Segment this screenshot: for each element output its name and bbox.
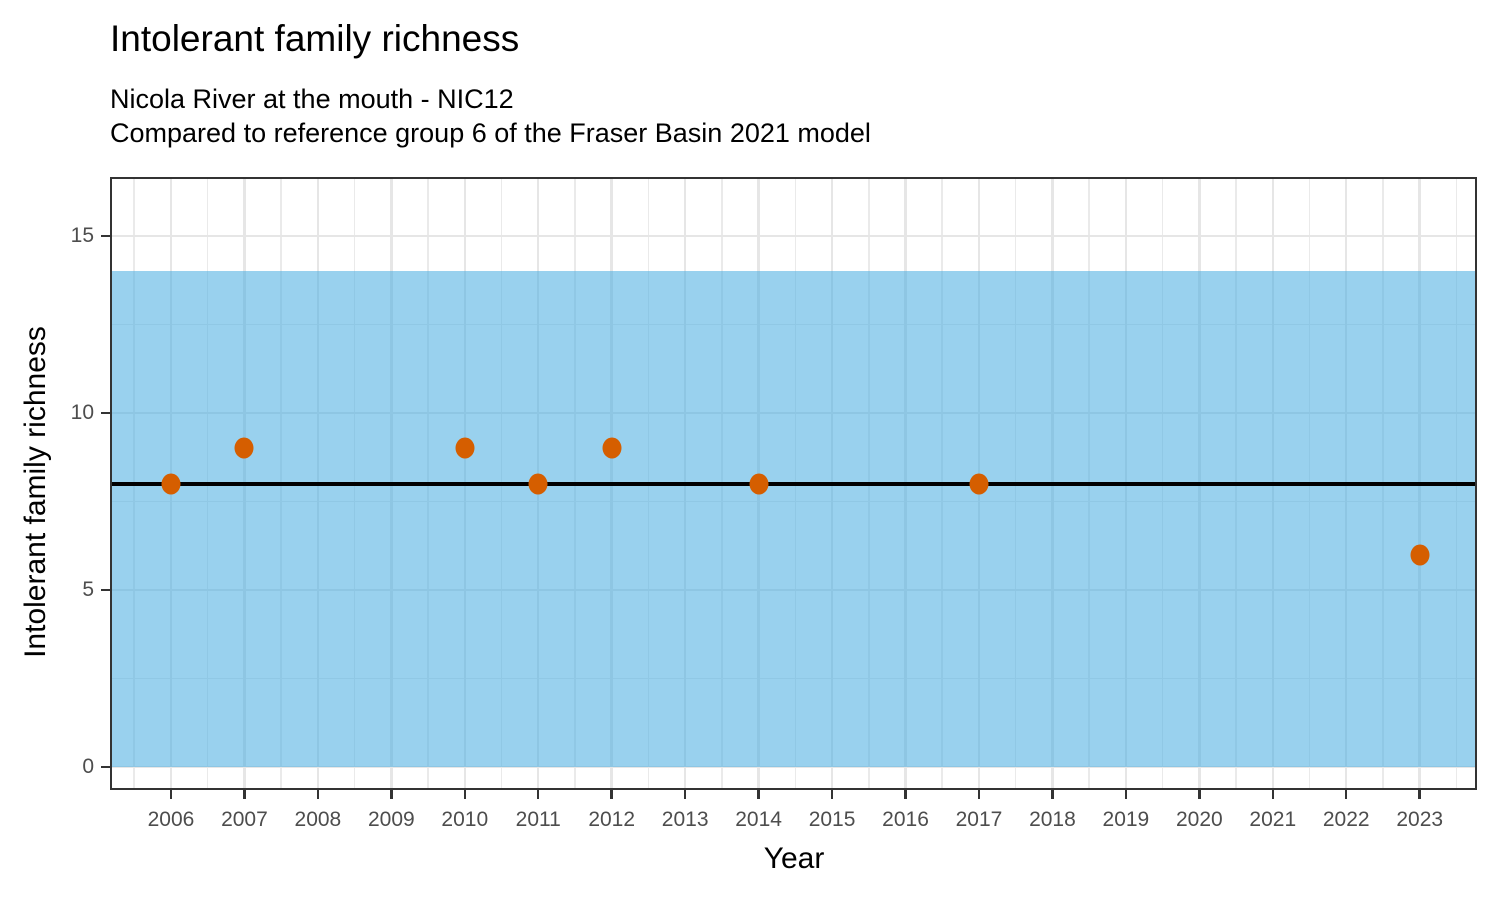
x-tick-label: 2013 xyxy=(661,808,709,831)
x-tick-mark xyxy=(316,790,320,799)
x-tick-label: 2021 xyxy=(1249,808,1297,831)
x-tick-mark xyxy=(1051,790,1054,799)
data-point-2012 xyxy=(602,437,622,459)
y-tick-label: 5 xyxy=(82,578,94,602)
x-tick-mark xyxy=(1344,790,1348,799)
y-tick-mark xyxy=(101,765,110,769)
x-axis-title: Year xyxy=(763,842,825,875)
x-tick-label: 2016 xyxy=(882,808,929,831)
chart-subtitle-line1: Nicola River at the mouth - NIC12 xyxy=(110,84,514,114)
x-tick-label: 2007 xyxy=(221,808,268,831)
x-tick-label: 2023 xyxy=(1396,808,1444,831)
chart-title: Intolerant family richness xyxy=(110,18,520,59)
x-tick-mark xyxy=(904,790,907,799)
plot-panel xyxy=(110,177,1477,790)
gridline-major-horizontal xyxy=(110,765,1477,769)
x-tick-mark xyxy=(1271,790,1275,799)
x-tick-mark xyxy=(1418,790,1421,799)
x-tick-mark xyxy=(536,790,540,799)
x-tick-label: 2022 xyxy=(1322,808,1370,831)
y-tick-label: 15 xyxy=(70,224,94,248)
y-tick-mark xyxy=(101,411,110,415)
data-point-2007 xyxy=(234,437,254,459)
x-tick-mark xyxy=(683,790,687,799)
data-point-2017 xyxy=(969,473,989,495)
reference-line xyxy=(110,482,1477,486)
x-tick-mark xyxy=(610,790,613,799)
data-point-2010 xyxy=(455,437,475,459)
x-tick-mark xyxy=(390,790,393,799)
gridline-major-horizontal xyxy=(110,234,1477,238)
data-point-2014 xyxy=(749,473,769,495)
x-tick-label: 2018 xyxy=(1029,808,1076,831)
x-tick-label: 2020 xyxy=(1175,808,1223,831)
y-tick-mark xyxy=(101,234,110,238)
x-tick-label: 2019 xyxy=(1102,808,1150,831)
x-tick-label: 2008 xyxy=(294,808,342,831)
y-tick-label: 0 xyxy=(82,754,94,778)
x-tick-mark xyxy=(463,790,467,799)
x-tick-mark xyxy=(830,790,834,799)
data-point-2011 xyxy=(528,473,548,495)
data-point-2006 xyxy=(161,473,181,495)
y-tick-mark xyxy=(101,588,110,592)
x-tick-label: 2011 xyxy=(515,808,561,831)
x-tick-label: 2010 xyxy=(441,808,489,831)
reference-band xyxy=(110,271,1477,767)
x-tick-mark xyxy=(1124,790,1128,799)
x-tick-mark xyxy=(169,790,173,799)
y-axis-title: Intolerant family richness xyxy=(19,326,52,658)
data-point-2023 xyxy=(1410,544,1430,566)
x-tick-mark xyxy=(243,790,246,799)
x-tick-mark xyxy=(757,790,760,799)
x-tick-label: 2006 xyxy=(147,808,195,831)
x-tick-label: 2012 xyxy=(588,808,636,831)
x-tick-mark xyxy=(1198,790,1201,799)
x-tick-label: 2009 xyxy=(367,808,415,831)
x-tick-label: 2014 xyxy=(735,808,782,831)
y-tick-label: 10 xyxy=(70,401,94,425)
x-tick-label: 2015 xyxy=(808,808,856,831)
x-tick-label: 2017 xyxy=(955,808,1003,831)
x-tick-mark xyxy=(977,790,981,799)
chart-subtitle-line2: Compared to reference group 6 of the Fra… xyxy=(110,118,871,148)
